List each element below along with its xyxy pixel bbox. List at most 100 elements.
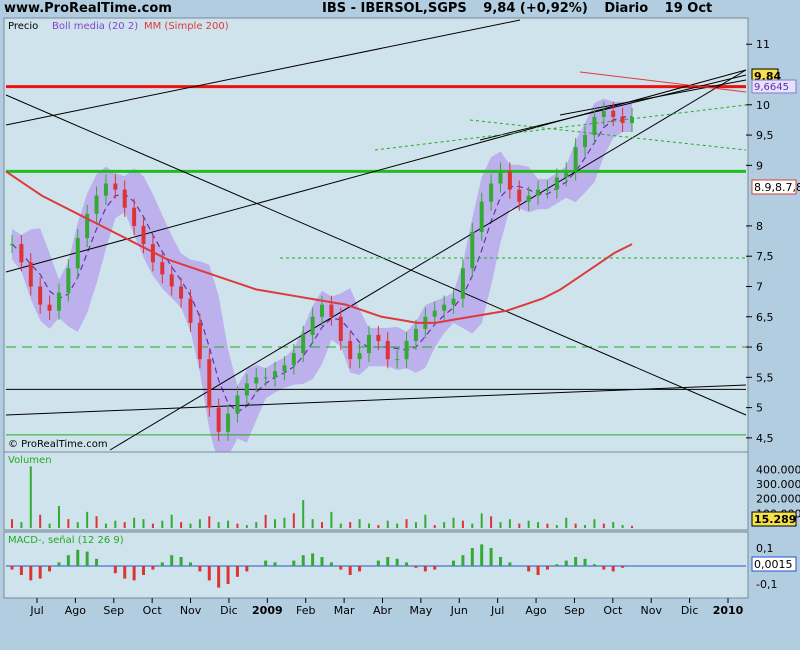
candle-body: [75, 238, 80, 269]
candle-body: [507, 171, 512, 190]
candle-body: [460, 268, 465, 299]
candle-body: [291, 353, 296, 366]
candle-body: [404, 340, 409, 360]
candle-body: [442, 304, 447, 311]
candle-body: [310, 316, 315, 335]
candle-body: [489, 183, 494, 202]
volume-panel[interactable]: [3, 451, 749, 531]
time-tick-label: Jun: [450, 604, 468, 617]
time-tick-label: Oct: [603, 604, 623, 617]
candle-body: [122, 189, 127, 208]
macd-tick-label: -0,1: [756, 578, 777, 591]
macd-tag: [751, 556, 797, 572]
candle-body: [263, 377, 268, 379]
candle-body: [10, 244, 14, 246]
volume-label: Volumen: [8, 455, 52, 466]
macd-axis: 0,1 -0,1: [756, 542, 777, 591]
candle-body: [38, 286, 43, 305]
candle-body: [103, 183, 108, 196]
time-tick-label: Sep: [103, 604, 124, 617]
price-panel[interactable]: [3, 17, 749, 453]
candle-body: [583, 135, 588, 148]
volume-tick-label: 400.000: [756, 463, 800, 476]
price-tick-label: 6: [756, 341, 763, 354]
candle-body: [273, 371, 278, 378]
candle-body: [470, 231, 475, 269]
macd-panel[interactable]: [3, 531, 749, 599]
candle-body: [385, 340, 390, 360]
candle-body: [244, 383, 249, 396]
time-tick-label: Jul: [29, 604, 43, 617]
time-tick-label: 2009: [252, 604, 283, 617]
candle-body: [564, 171, 569, 178]
time-tick-label: Oct: [143, 604, 163, 617]
sma-200-line: [5, 170, 633, 324]
candle-body: [235, 395, 240, 414]
candle-body: [85, 213, 90, 239]
time-tick-label: Ago: [525, 604, 547, 617]
candle-body: [348, 340, 353, 360]
price-tick-label: 7: [756, 280, 763, 293]
volume-tick-label: 300.000: [756, 478, 800, 491]
time-tick-label: 2010: [713, 604, 744, 617]
candle-body: [451, 298, 456, 305]
candle-body: [94, 195, 99, 214]
candle-body: [526, 195, 531, 202]
title-bar: www.ProRealTime.com IBS - IBERSOL,SGPS 9…: [0, 0, 800, 18]
price-tick-label: 9: [756, 159, 763, 172]
date-label: 19 Oct: [664, 1, 713, 16]
candle-body: [207, 359, 212, 408]
candle-body: [113, 183, 118, 190]
trend-line-3: [109, 69, 747, 451]
price-label: Precio: [8, 21, 38, 32]
candle-body: [611, 110, 616, 117]
price-change: 9,84 (+0,92%): [483, 1, 588, 16]
candle-body: [366, 334, 371, 354]
candle-body: [545, 189, 550, 191]
candle-body: [19, 244, 24, 263]
time-tick-label: Feb: [296, 604, 315, 617]
candle-body: [320, 304, 324, 317]
time-tick-label: Jul: [490, 604, 504, 617]
trend-line-4: [5, 384, 747, 416]
candle-body: [376, 334, 381, 341]
candle-body: [395, 359, 400, 361]
price-tick-label: 6,5: [756, 311, 774, 324]
candle-body: [47, 304, 52, 311]
time-tick-label: Abr: [373, 604, 393, 617]
price-tick-label: 10: [756, 99, 770, 112]
candle-body: [554, 177, 559, 190]
candle-body: [197, 322, 202, 360]
period-label: Diario: [604, 1, 649, 16]
macd-label: MACD-, señal (12 26 9): [8, 535, 124, 546]
candle-body: [141, 225, 146, 245]
candle-body: [432, 310, 437, 317]
price-tick-label: 11: [756, 38, 770, 51]
green-channel-bottom: [469, 119, 747, 151]
sma-legend: MM (Simple 200): [144, 21, 229, 32]
candle-body: [536, 189, 541, 196]
macd-layer: [6, 544, 746, 588]
candle-body: [28, 262, 33, 287]
red-trend-line: [579, 71, 747, 93]
volume-tag: [751, 511, 797, 527]
macd-last: 0,0015: [754, 558, 793, 571]
candle-body: [301, 334, 306, 354]
candle-body: [329, 304, 334, 317]
boll-legend: Boll media (20 2): [52, 21, 138, 32]
time-tick-label: Nov: [180, 604, 202, 617]
candle-body: [601, 110, 606, 117]
candle-body: [188, 298, 193, 323]
trend-line-0: [5, 19, 521, 126]
site-title: www.ProRealTime.com: [4, 1, 172, 16]
green-channel-top: [374, 104, 747, 151]
candle-body: [413, 328, 418, 341]
candle-body: [179, 286, 184, 299]
price-tick-label: 9,5: [756, 129, 774, 142]
watermark: © ProRealTime.com: [8, 439, 108, 450]
time-axis: Jul Ago Sep Oct Nov Dic 2009 Feb Mar Abr May Jun Jul…: [29, 598, 744, 617]
candle-body: [338, 316, 343, 341]
price-tick-label: 5,5: [756, 371, 774, 384]
macd-tick-label: 0,1: [756, 542, 774, 555]
